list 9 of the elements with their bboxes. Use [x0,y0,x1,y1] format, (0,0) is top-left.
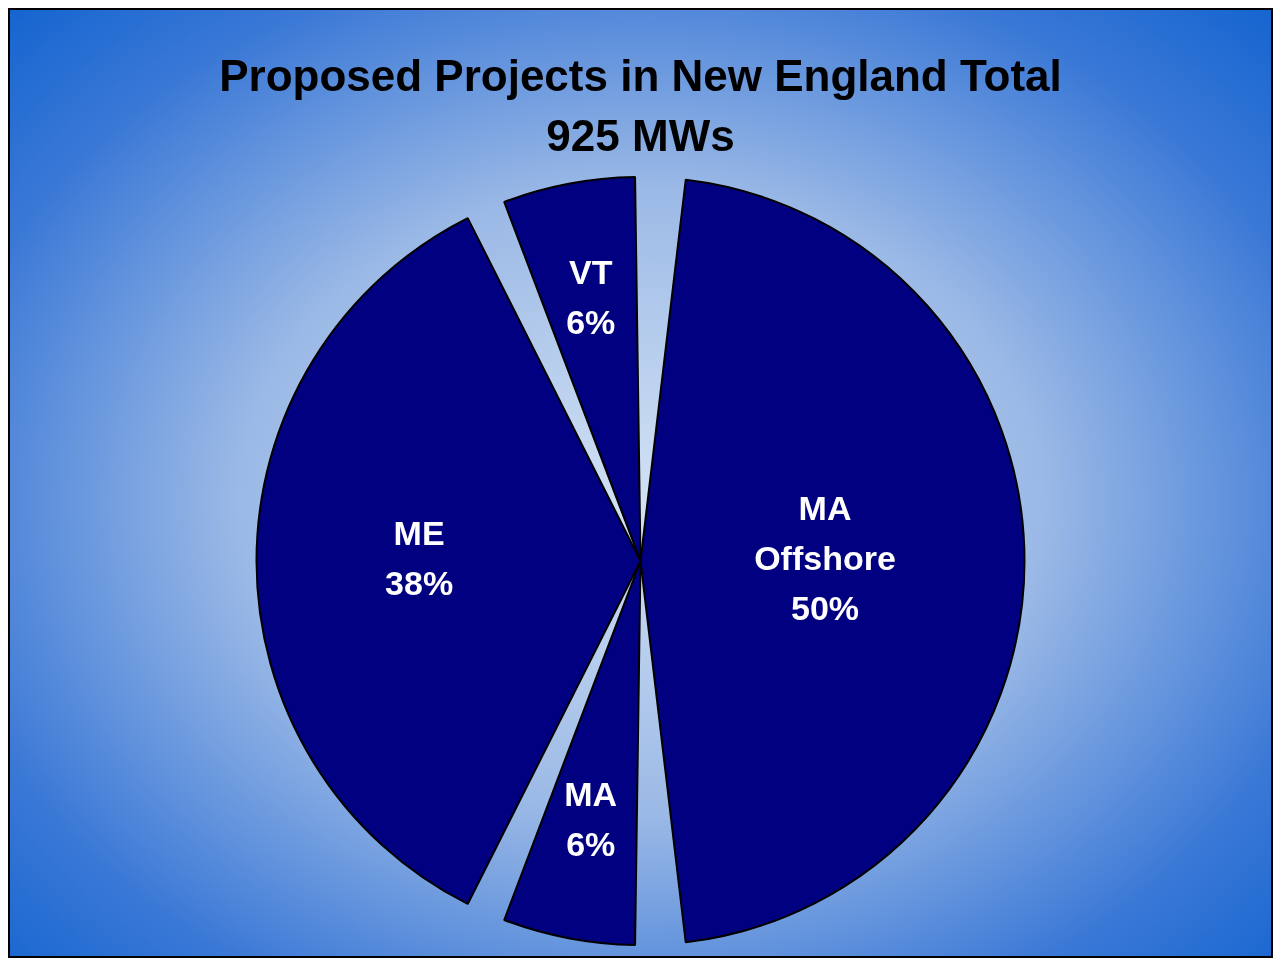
chart-title: Proposed Projects in New England Total 925 MWs [218,50,1063,162]
data-label: 6% [566,825,616,864]
slice-label: MA Offshore [754,489,896,578]
data-label: 38% [385,564,454,603]
slice-label: MA [564,775,618,814]
data-label: 6% [566,303,616,342]
data-label: 50% [790,589,860,628]
slice-label: ME [393,514,445,553]
slice-label: VT [568,253,613,292]
